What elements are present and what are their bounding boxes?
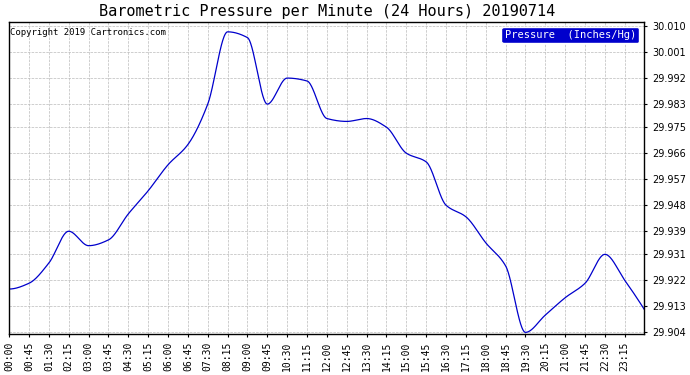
Text: Copyright 2019 Cartronics.com: Copyright 2019 Cartronics.com <box>10 28 166 37</box>
Title: Barometric Pressure per Minute (24 Hours) 20190714: Barometric Pressure per Minute (24 Hours… <box>99 4 555 19</box>
Legend: Pressure  (Inches/Hg): Pressure (Inches/Hg) <box>502 27 639 43</box>
